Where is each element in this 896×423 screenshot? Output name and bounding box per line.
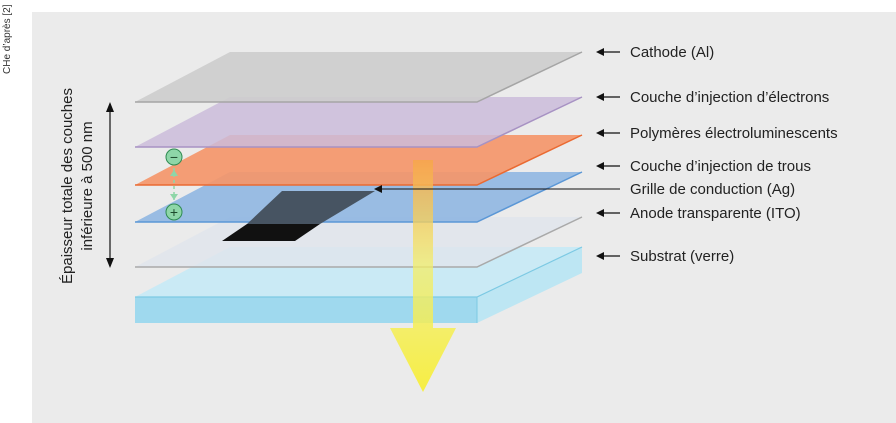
svg-text:inférieure à 500 nm: inférieure à 500 nm bbox=[79, 121, 96, 250]
svg-text:Couche d’injection d’électrons: Couche d’injection d’électrons bbox=[630, 89, 829, 106]
svg-text:Couche d’injection de trous: Couche d’injection de trous bbox=[630, 158, 811, 175]
electron-injection-layer bbox=[135, 96, 583, 148]
charge-movement-arrows bbox=[170, 168, 178, 200]
svg-text:−: − bbox=[170, 149, 178, 165]
label-hole-injection: Couche d’injection de trous bbox=[596, 158, 811, 175]
svg-text:+: + bbox=[170, 204, 178, 220]
svg-text:Épaisseur totale des couches: Épaisseur totale des couches bbox=[59, 88, 76, 284]
thickness-bracket bbox=[106, 102, 114, 268]
label-grid: Grille de conduction (Ag) bbox=[374, 181, 795, 198]
label-anode: Anode transparente (ITO) bbox=[596, 205, 801, 222]
silver-grid bbox=[222, 191, 375, 241]
svg-text:Anode transparente (ITO): Anode transparente (ITO) bbox=[630, 205, 801, 222]
svg-text:Polymères électroluminescents: Polymères électroluminescents bbox=[630, 125, 838, 142]
label-polymers: Polymères électroluminescents bbox=[596, 125, 838, 142]
positive-charge: + bbox=[165, 203, 183, 221]
label-cathode: Cathode (Al) bbox=[596, 44, 714, 61]
svg-text:Substrat (verre): Substrat (verre) bbox=[630, 248, 734, 265]
label-electron-injection: Couche d’injection d’électrons bbox=[596, 89, 829, 106]
cathode-layer bbox=[135, 51, 583, 103]
label-substrate: Substrat (verre) bbox=[596, 248, 734, 265]
svg-text:Cathode (Al): Cathode (Al) bbox=[630, 44, 714, 61]
thickness-label: Épaisseur totale des couches inférieure … bbox=[59, 88, 96, 284]
svg-text:Grille de conduction (Ag): Grille de conduction (Ag) bbox=[630, 181, 795, 198]
light-emission-arrow bbox=[390, 160, 456, 392]
negative-charge: − bbox=[165, 148, 183, 166]
